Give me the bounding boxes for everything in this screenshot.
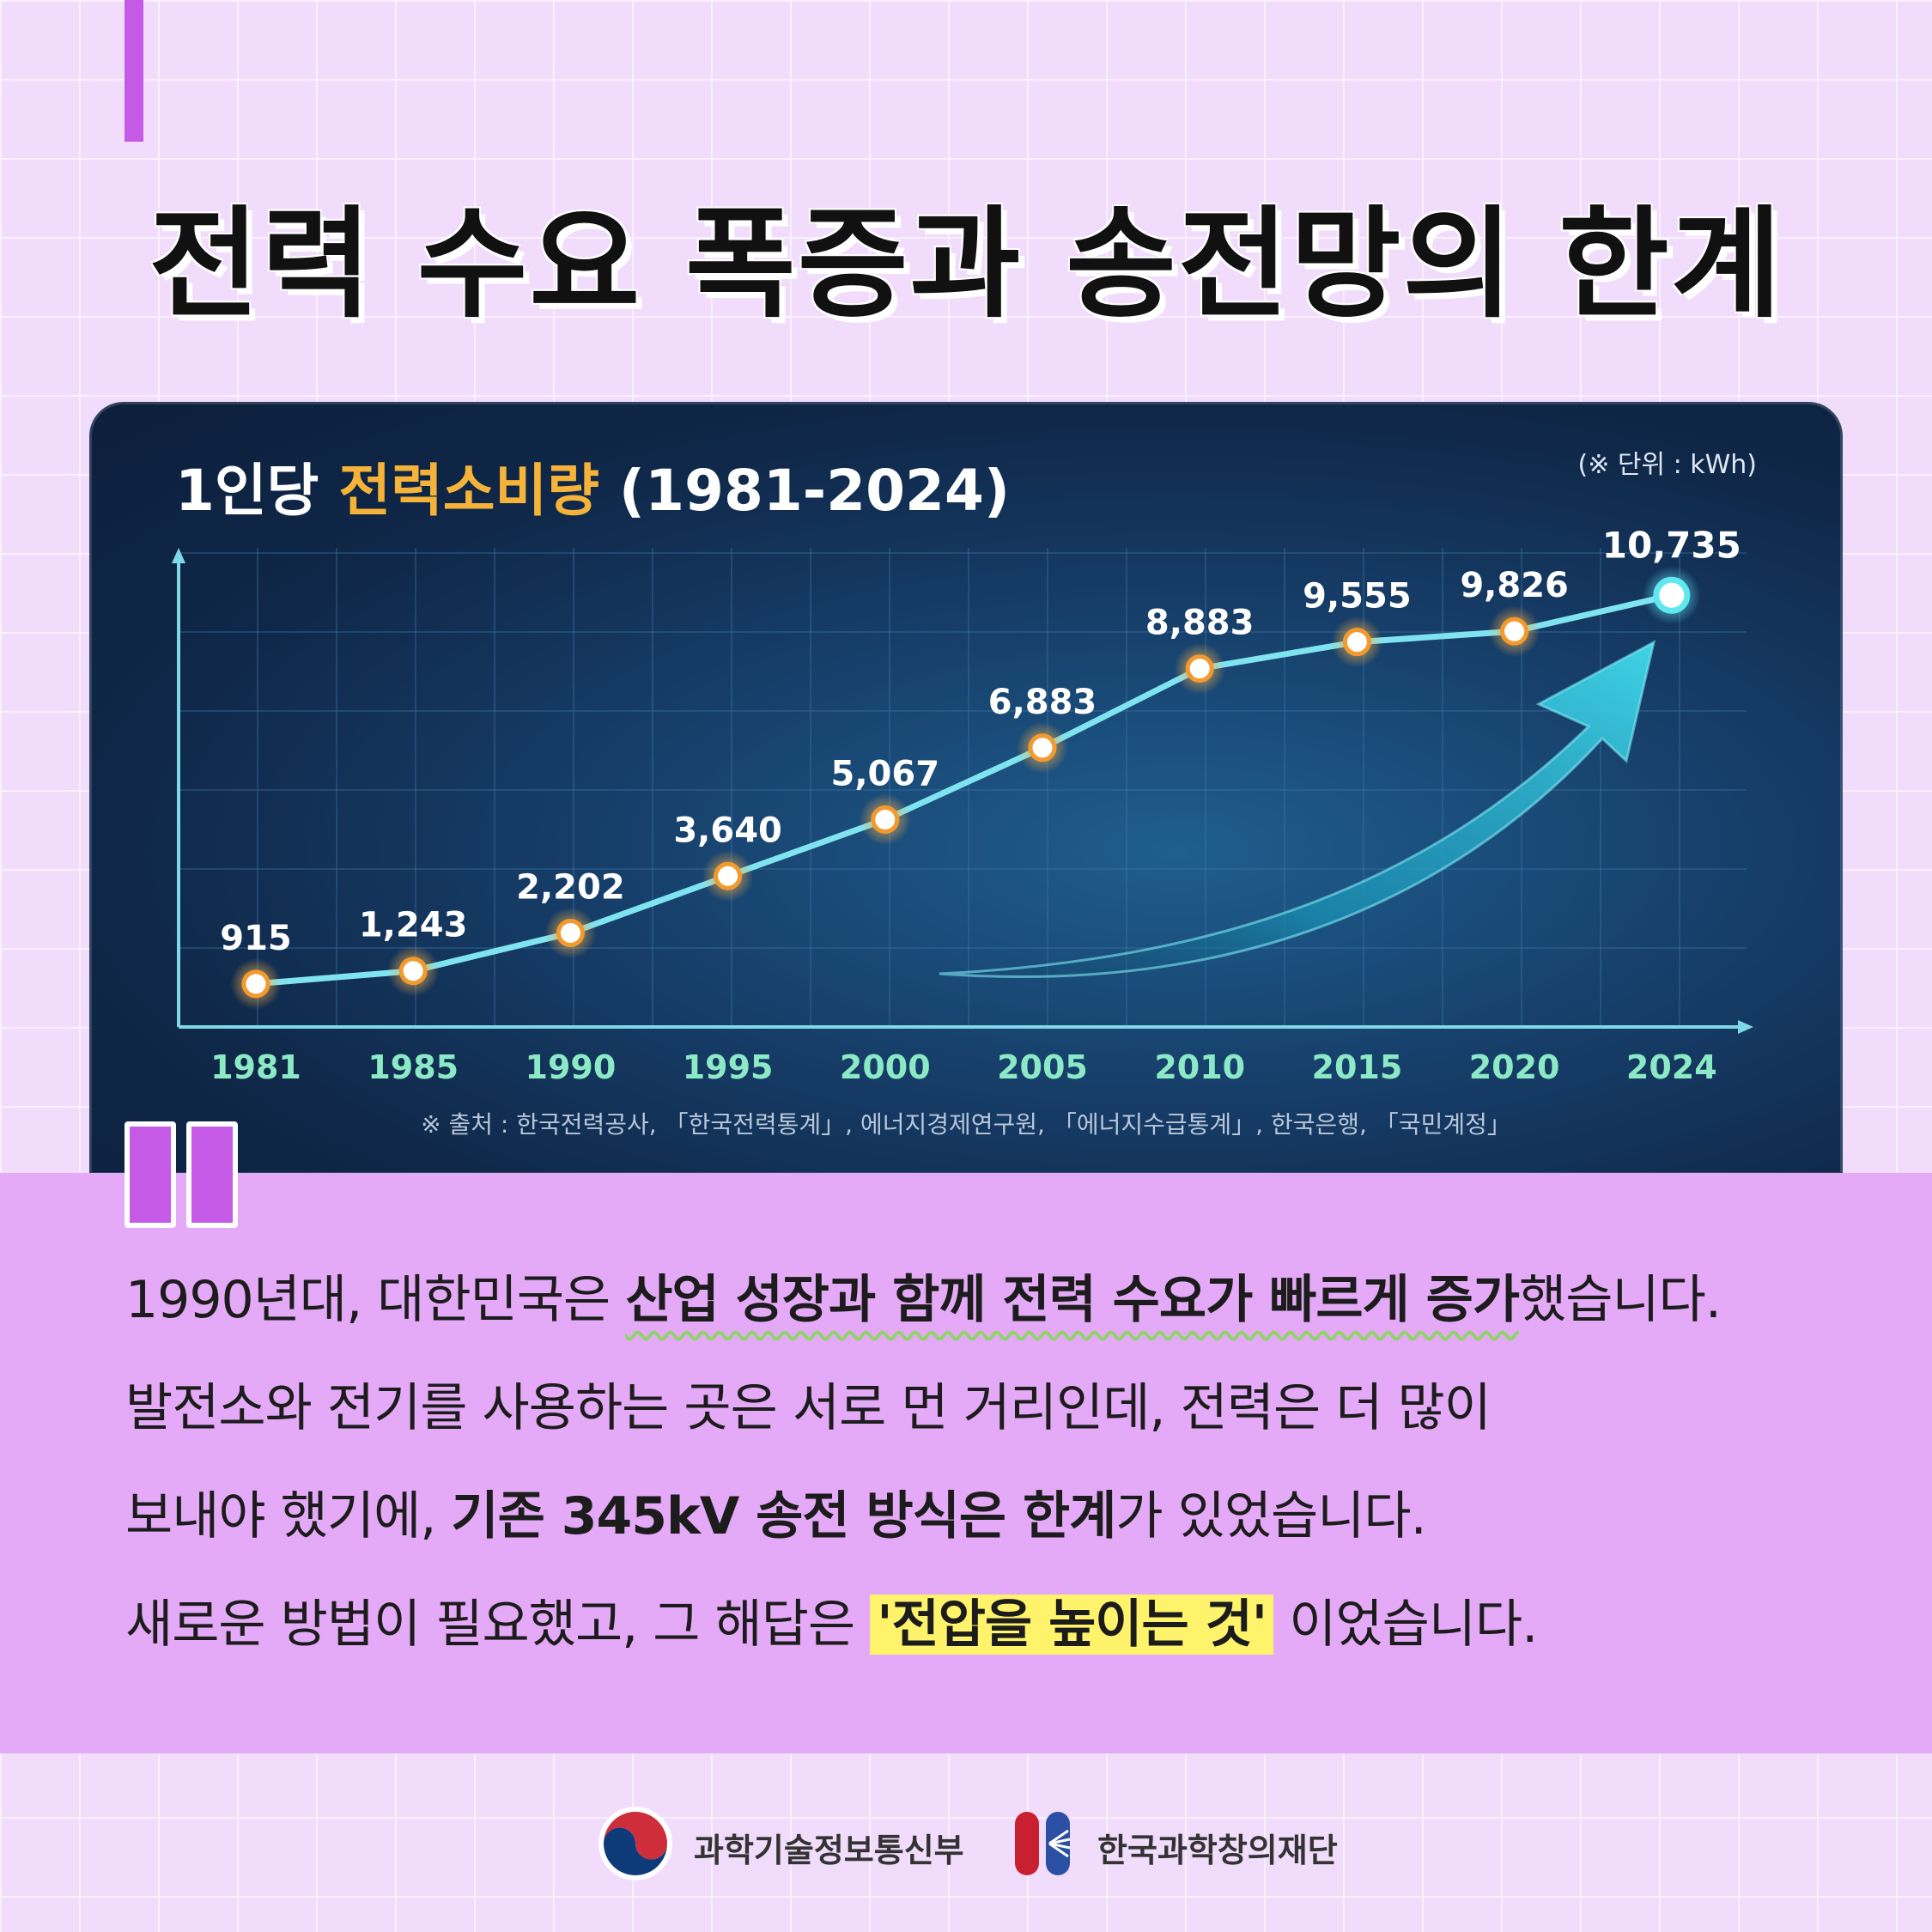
x-tick-labels: 1981 1985 1990 1995 2000 2005 2010 2015 2020 2024 <box>210 1048 1717 1086</box>
data-label: 915 <box>220 919 292 958</box>
body-line-4-highlight: '전압을 높이는 것' <box>870 1595 1274 1655</box>
chart-title-highlight: 전력소비량 <box>338 458 599 524</box>
x-tick-label: 1985 <box>368 1048 459 1086</box>
body-line-1-post: 했습니다. <box>1519 1270 1722 1330</box>
footer-logos: 과학기술정보통신부 한국과학창의재단 <box>0 1805 1932 1882</box>
data-label: 9,555 <box>1303 577 1412 617</box>
unit-note: (※ 단위 : kWh) <box>1577 450 1757 480</box>
data-label: 10,735 <box>1602 524 1741 566</box>
body-line-3-post: 가 있었습니다. <box>1115 1486 1426 1546</box>
body-line-4-post: 이었습니다. <box>1273 1595 1538 1655</box>
foundation-label: 한국과학창의재단 <box>1097 1832 1338 1869</box>
data-label: 5,067 <box>831 754 940 793</box>
x-tick-label: 2015 <box>1312 1048 1403 1086</box>
chart-panel: 1인당 전력소비량 (1981-2024) (※ 단위 : kWh) <box>89 402 1843 1175</box>
data-point <box>871 805 900 834</box>
source-note: ※ 출처 : 한국전력공사, 「한국전력통계」, 에너지경제연구원, 「에너지수… <box>421 1110 1511 1139</box>
data-label: 2,202 <box>516 868 625 908</box>
government-emblem-icon <box>598 1807 672 1880</box>
data-point <box>1028 733 1057 762</box>
data-label: 6,883 <box>988 683 1097 722</box>
x-tick-label: 2020 <box>1469 1048 1560 1086</box>
foundation-logo-icon <box>1015 1812 1071 1875</box>
data-points <box>230 566 1701 1010</box>
data-label: 3,640 <box>673 811 782 850</box>
data-labels: 915 1,243 2,202 3,640 5,067 6,883 8,883 9,555 9,… <box>220 524 1741 958</box>
x-tick-label: 2000 <box>840 1048 931 1086</box>
data-point <box>1342 628 1371 657</box>
data-point <box>398 957 428 986</box>
body-line-4-pre: 새로운 방법이 필요했고, 그 해답은 <box>125 1595 871 1655</box>
body-line-1-pre: 1990년대, 대한민국은 <box>125 1270 626 1330</box>
line-chart: 915 1,243 2,202 3,640 5,067 6,883 8,883 9,555 9,… <box>172 524 1753 1086</box>
body-line-1: 1990년대, 대한민국은 산업 성장과 함께 전력 수요가 빠르게 증가했습니… <box>125 1259 1851 1367</box>
ministry-label: 과학기술정보통신부 <box>694 1832 964 1869</box>
data-point <box>241 969 270 999</box>
x-tick-label: 2024 <box>1626 1048 1717 1086</box>
body-text: 1990년대, 대한민국은 산업 성장과 함께 전력 수요가 빠르게 증가했습니… <box>125 1259 1851 1692</box>
body-line-1-emphasis: 산업 성장과 함께 전력 수요가 빠르게 증가 <box>625 1270 1520 1330</box>
chart-axes <box>172 548 1753 1034</box>
data-label: 8,883 <box>1145 604 1255 643</box>
body-line-2: 발전소와 전기를 사용하는 곳은 서로 먼 거리인데, 전력은 더 많이 <box>125 1378 1492 1438</box>
chart-title: 1인당 전력소비량 (1981-2024) <box>175 445 1010 527</box>
data-label: 1,243 <box>359 906 468 945</box>
x-tick-label: 1995 <box>683 1048 774 1086</box>
body-line-4: 새로운 방법이 필요했고, 그 해답은 '전압을 높이는 것' 이었습니다. <box>125 1583 1851 1692</box>
chart-title-suffix: (1981-2024) <box>598 458 1011 524</box>
data-point <box>556 919 585 948</box>
x-tick-label: 1981 <box>210 1048 301 1086</box>
data-point <box>1185 654 1214 683</box>
text-panel <box>0 1173 1932 1753</box>
x-tick-label: 2005 <box>997 1048 1088 1086</box>
x-tick-label: 2010 <box>1154 1048 1245 1086</box>
x-tick-label: 1990 <box>526 1048 617 1086</box>
y-axis-arrowhead <box>172 548 185 563</box>
page-title: 전력 수요 폭증과 송전망의 한계 <box>149 195 1783 335</box>
data-point <box>1500 617 1529 646</box>
top-accent-bar <box>125 0 143 142</box>
body-line-3-pre: 보내야 했기에, <box>125 1486 452 1546</box>
body-line-3-emphasis: 기존 345kV 송전 방식은 한계 <box>451 1486 1116 1546</box>
data-label: 9,826 <box>1460 566 1569 605</box>
chart-title-prefix: 1인당 <box>175 458 339 524</box>
data-point <box>1653 576 1691 614</box>
body-line-3: 보내야 했기에, 기존 345kV 송전 방식은 한계가 있었습니다. <box>125 1475 1851 1583</box>
series-line <box>252 592 1675 987</box>
x-axis-arrowhead <box>1738 1020 1753 1034</box>
chart-grid <box>179 548 1747 1027</box>
quote-mark-icon <box>125 1121 240 1228</box>
data-point <box>714 861 743 890</box>
trend-arrow-shape <box>939 640 1656 979</box>
